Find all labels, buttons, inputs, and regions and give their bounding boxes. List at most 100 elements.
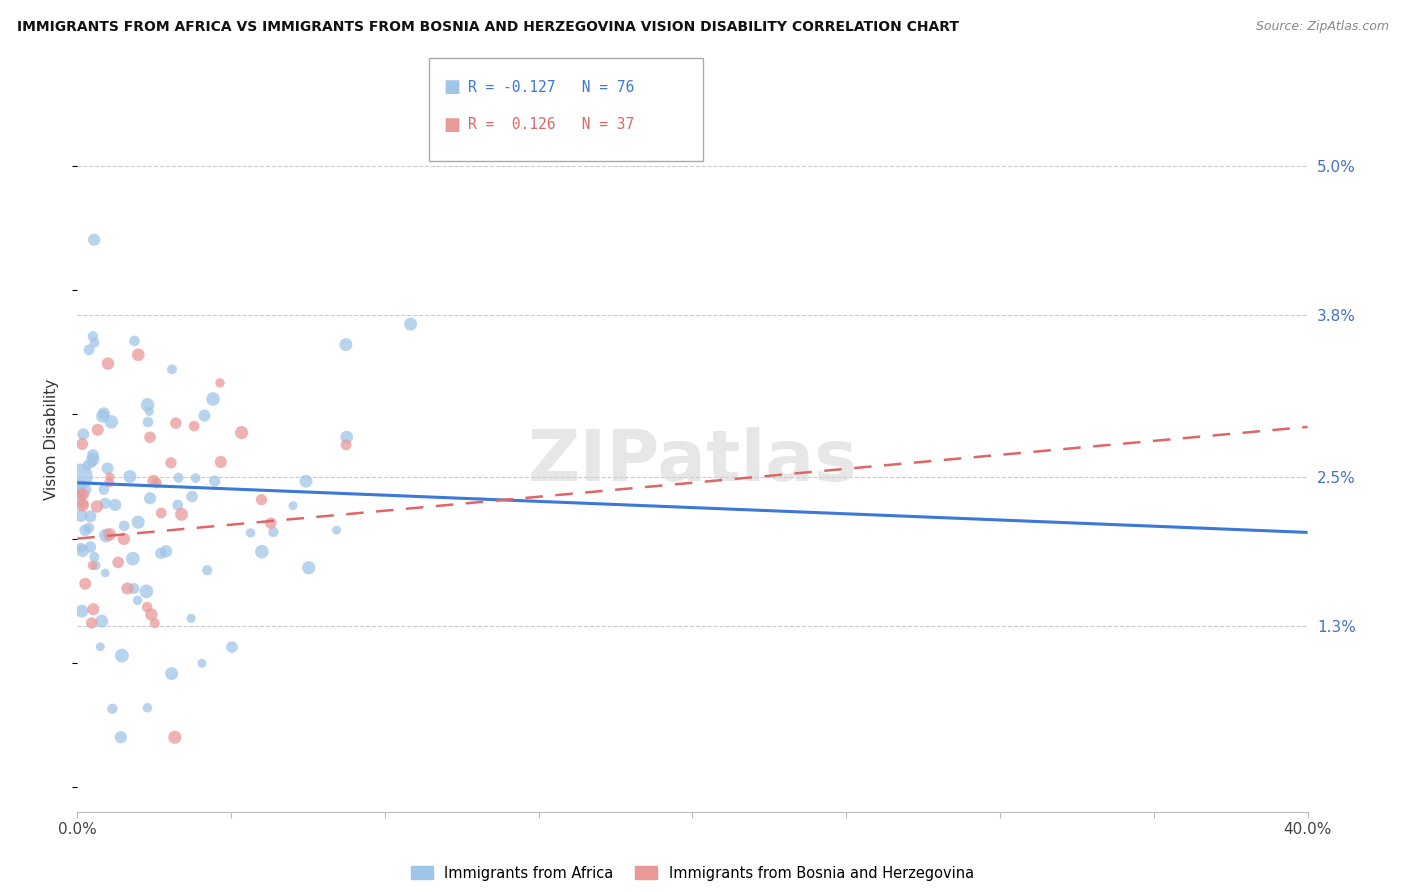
Text: ■: ■ (443, 78, 460, 96)
Point (77, 521, 100, 535)
Point (201, 392, 224, 406)
Text: R =  0.126   N = 37: R = 0.126 N = 37 (468, 118, 634, 132)
Point (209, 455, 232, 469)
Point (70, 508, 93, 523)
Point (250, 492, 273, 507)
Point (69, 496, 91, 510)
Point (121, 551, 143, 566)
Y-axis label: Vision Disability: Vision Disability (44, 379, 59, 500)
Point (83, 549, 105, 564)
Point (191, 657, 214, 671)
Text: ZIPatlas: ZIPatlas (527, 427, 858, 496)
Point (69, 477, 91, 491)
Point (91, 409, 114, 424)
Point (155, 544, 177, 558)
Point (73, 497, 96, 511)
Point (160, 666, 183, 681)
Point (184, 471, 207, 485)
Point (149, 546, 172, 560)
Point (141, 607, 163, 622)
Legend: Immigrants from Africa, Immigrants from Bosnia and Herzegovina: Immigrants from Africa, Immigrants from … (405, 860, 980, 887)
Point (325, 523, 347, 537)
Point (165, 416, 187, 430)
Point (135, 584, 157, 599)
Point (90, 614, 112, 628)
Text: IMMIGRANTS FROM AFRICA VS IMMIGRANTS FROM BOSNIA AND HERZEGOVINA VISION DISABILI: IMMIGRANTS FROM AFRICA VS IMMIGRANTS FRO… (17, 20, 959, 34)
Point (93, 406, 115, 420)
Point (143, 616, 166, 631)
Point (150, 506, 173, 520)
Point (193, 409, 215, 423)
Point (93, 483, 115, 497)
Point (136, 415, 159, 429)
Point (70, 541, 93, 555)
Text: Source: ZipAtlas.com: Source: ZipAtlas.com (1256, 20, 1389, 33)
Point (72, 427, 94, 442)
Point (136, 700, 159, 714)
Point (163, 730, 186, 744)
Point (139, 491, 162, 506)
Point (97, 357, 120, 371)
Point (94, 528, 117, 542)
Point (110, 730, 132, 744)
Point (89, 640, 111, 654)
Point (98, 470, 121, 484)
Point (260, 516, 283, 531)
Point (84, 558, 107, 573)
Point (221, 640, 243, 654)
Point (127, 593, 149, 607)
Point (112, 518, 135, 533)
Point (117, 582, 139, 596)
Point (98, 527, 121, 541)
Point (77, 343, 100, 357)
Point (79, 540, 101, 554)
Point (160, 362, 183, 376)
Point (111, 648, 134, 663)
Point (80, 615, 103, 630)
Point (204, 474, 226, 488)
Point (107, 555, 129, 569)
Point (112, 532, 135, 546)
Point (231, 425, 253, 440)
Point (335, 438, 357, 452)
Point (181, 490, 204, 504)
Point (124, 334, 146, 348)
Point (101, 702, 124, 716)
Point (97, 461, 120, 475)
Point (183, 419, 205, 434)
Point (82, 329, 104, 343)
Point (139, 430, 162, 444)
Point (98, 475, 121, 490)
Point (160, 456, 183, 470)
Point (79, 509, 101, 524)
Point (142, 474, 165, 488)
Point (239, 525, 262, 540)
Point (87, 423, 110, 437)
Point (69, 469, 91, 483)
Point (127, 348, 149, 362)
Point (166, 498, 188, 512)
Text: ■: ■ (443, 116, 460, 134)
Point (136, 600, 159, 615)
Point (122, 582, 145, 596)
Point (170, 508, 193, 522)
Point (298, 561, 321, 575)
Point (336, 430, 359, 444)
Point (82, 448, 104, 462)
Point (70, 437, 93, 451)
Point (76, 458, 98, 473)
Point (83, 233, 105, 247)
Point (70, 487, 93, 501)
Point (73, 483, 96, 497)
Point (399, 317, 422, 331)
Point (104, 498, 127, 512)
Point (72, 544, 94, 558)
Point (118, 469, 141, 483)
Point (72, 498, 94, 512)
Point (75, 523, 97, 537)
Text: R = -0.127   N = 76: R = -0.127 N = 76 (468, 80, 634, 95)
Point (86, 500, 108, 514)
Point (83, 335, 105, 350)
Point (138, 404, 160, 418)
Point (82, 558, 104, 573)
